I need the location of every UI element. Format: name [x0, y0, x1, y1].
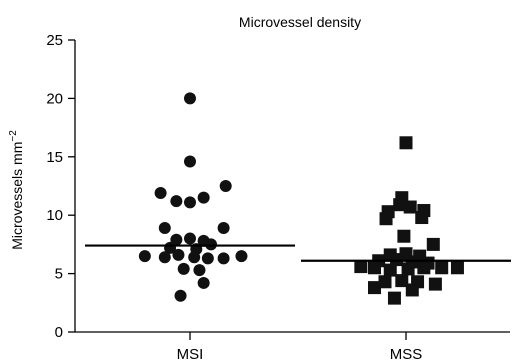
data-point-msi: [138, 250, 151, 263]
data-point-mss: [395, 274, 409, 288]
data-point-mss: [401, 262, 415, 276]
data-point-mss: [428, 277, 442, 291]
data-point-msi: [219, 180, 232, 192]
data-point-msi: [184, 232, 196, 245]
data-point-mss: [379, 212, 393, 226]
data-point-msi: [217, 252, 230, 265]
data-point-mss: [383, 263, 397, 277]
data-point-msi: [235, 250, 248, 263]
svg-text:Microvessels mm−2: Microvessels mm−2: [8, 130, 25, 250]
data-point-mss: [399, 136, 413, 150]
y-axis-label-superscript: −2: [8, 130, 19, 142]
x-tick-label: MSI: [177, 346, 204, 363]
data-point-mss: [354, 260, 368, 274]
data-point-msi: [217, 222, 230, 235]
data-point-mss: [415, 211, 429, 225]
x-ticks: MSI MSS: [177, 332, 423, 363]
data-point-msi: [197, 276, 210, 289]
data-point-msi: [177, 262, 190, 275]
data-point-msi: [158, 222, 171, 235]
data-point-msi: [154, 187, 167, 200]
median-lines: [85, 244, 511, 262]
data-point-msi: [158, 251, 171, 264]
data-point-msi: [170, 195, 183, 208]
y-axis-label: Microvessels mm−2: [8, 130, 25, 250]
y-ticks: 0 5 10 15 20 25: [46, 32, 75, 341]
data-point-mss: [397, 229, 411, 243]
data-point-msi: [205, 238, 217, 251]
y-tick-label: 20: [46, 90, 63, 107]
data-point-msi: [188, 251, 201, 264]
data-point-msi: [193, 264, 206, 277]
data-point-mss: [450, 261, 464, 275]
data-point-mss: [368, 281, 381, 295]
y-tick-label: 25: [46, 32, 63, 49]
y-axis-label-text: Microvessels mm: [9, 142, 25, 250]
data-point-mss: [426, 237, 440, 251]
data-point-msi: [172, 248, 185, 261]
data-point-msi: [197, 191, 210, 204]
y-tick-label: 10: [46, 207, 63, 224]
data-point-mss: [405, 283, 419, 297]
data-point-mss: [435, 261, 449, 275]
y-tick-label: 0: [55, 324, 63, 341]
data-point-mss: [368, 261, 381, 275]
y-tick-label: 5: [55, 266, 63, 283]
data-point-mss: [393, 198, 407, 212]
data-point-mss: [403, 200, 417, 214]
data-point-msi: [170, 233, 183, 246]
data-point-mss: [378, 275, 392, 289]
data-point-mss: [417, 261, 431, 275]
data-points: [138, 92, 464, 305]
x-tick-label: MSS: [390, 346, 423, 363]
chart-title: Microvessel density: [239, 14, 361, 30]
data-point-msi: [174, 289, 187, 302]
y-tick-label: 15: [46, 149, 63, 166]
data-point-mss: [390, 253, 404, 267]
data-point-msi: [184, 155, 196, 168]
data-point-msi: [184, 196, 196, 209]
data-point-mss: [387, 291, 401, 305]
data-point-msi: [201, 252, 214, 265]
data-point-msi: [184, 92, 196, 105]
